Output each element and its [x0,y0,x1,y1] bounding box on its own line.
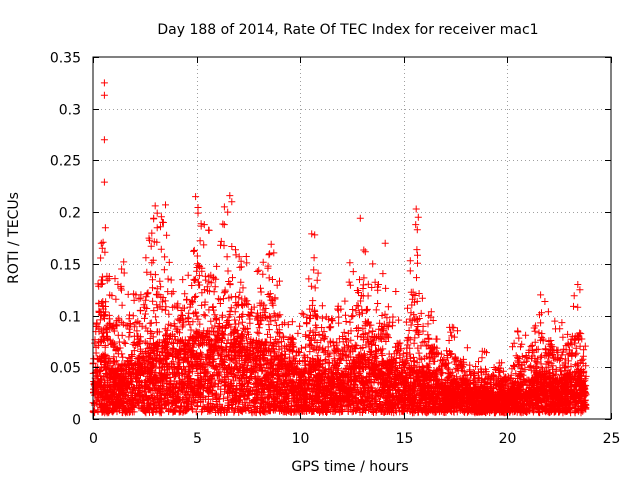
y-axis-label: ROTI / TECUs [6,192,22,284]
y-tick-label: 0.35 [50,51,81,67]
axis-ticks [93,57,612,420]
x-tick-label: 25 [603,431,621,447]
x-tick-label: 15 [396,431,414,447]
y-tick-label: 0.25 [50,154,81,170]
chart-title: Day 188 of 2014, Rate Of TEC Index for r… [157,22,538,38]
plot-frame [92,56,612,420]
x-tick-label: 0 [89,431,98,447]
data-points [89,79,590,417]
y-tick-label: 0.15 [50,258,81,274]
x-tick-label: 10 [292,431,310,447]
y-tick-label: 0 [72,413,81,429]
y-tick-label: 0.1 [59,310,81,326]
x-tick-label: 5 [193,431,202,447]
x-tick-label: 20 [499,431,517,447]
roti-points [89,79,590,417]
y-tick-label: 0.3 [59,103,81,119]
grid-lines [93,57,611,419]
tick-labels: 0 5 10 15 20 25 0 0.05 0.1 0.15 0.2 0.25 0.3 0.35 [50,51,621,448]
y-tick-label: 0.2 [59,206,81,222]
y-tick-label: 0.05 [50,361,81,377]
x-axis-label: GPS time / hours [291,459,408,475]
